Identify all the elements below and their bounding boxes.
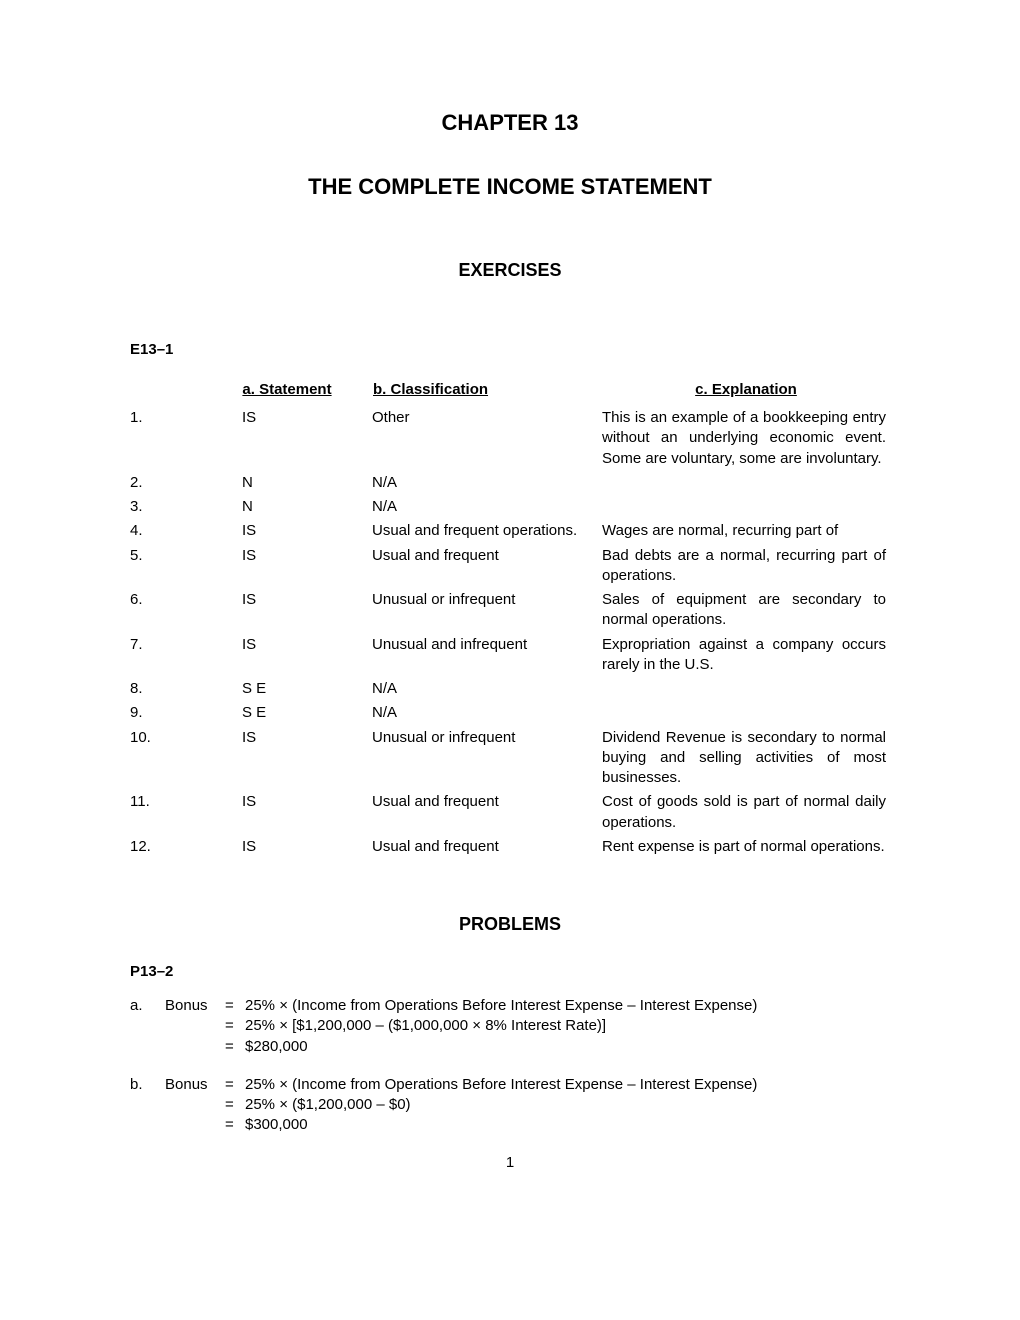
row-explanation: Bad debts are a normal, recurring part o… — [602, 544, 890, 589]
table-header-row: a. Statement b. Classification c. Explan… — [130, 380, 890, 406]
equals-sign: = — [225, 1095, 245, 1115]
problem-a-text1: 25% × (Income from Operations Before Int… — [245, 996, 890, 1016]
exercises-header: EXERCISES — [130, 260, 890, 281]
row-classification: Usual and frequent — [372, 790, 602, 835]
row-number: 7. — [130, 633, 202, 678]
equals-sign: = — [225, 996, 245, 1016]
row-classification: Usual and frequent — [372, 544, 602, 589]
table-row: 9.S EN/A — [130, 701, 890, 725]
row-classification: N/A — [372, 677, 602, 701]
row-statement: IS — [202, 544, 372, 589]
row-number: 12. — [130, 835, 202, 859]
table-row: 10.ISUnusual or infrequentDividend Reven… — [130, 726, 890, 791]
problem-b-line2: = 25% × ($1,200,000 – $0) — [130, 1095, 890, 1115]
header-statement: a. Statement — [202, 380, 372, 406]
row-explanation — [602, 495, 890, 519]
row-explanation: Rent expense is part of normal operation… — [602, 835, 890, 859]
row-explanation: This is an example of a bookkeeping entr… — [602, 406, 890, 471]
row-classification: Unusual and infrequent — [372, 633, 602, 678]
document-page: CHAPTER 13 THE COMPLETE INCOME STATEMENT… — [0, 0, 1020, 1211]
problem-b: b. Bonus = 25% × (Income from Operations… — [130, 1075, 890, 1136]
equals-sign: = — [225, 1037, 245, 1057]
equals-sign: = — [225, 1115, 245, 1135]
row-explanation — [602, 701, 890, 725]
table-row: 1.ISOtherThis is an example of a bookkee… — [130, 406, 890, 471]
problem-a-label: Bonus — [165, 996, 225, 1016]
header-classification: b. Classification — [372, 380, 602, 406]
row-classification: N/A — [372, 471, 602, 495]
row-number: 1. — [130, 406, 202, 471]
row-statement: IS — [202, 588, 372, 633]
row-statement: IS — [202, 790, 372, 835]
table-row: 5.ISUsual and frequentBad debts are a no… — [130, 544, 890, 589]
problem-a: a. Bonus = 25% × (Income from Operations… — [130, 996, 890, 1057]
row-explanation: Dividend Revenue is secondary to normal … — [602, 726, 890, 791]
row-number: 9. — [130, 701, 202, 725]
problem-b-text3: $300,000 — [245, 1115, 890, 1135]
problem-a-line1: a. Bonus = 25% × (Income from Operations… — [130, 996, 890, 1016]
row-classification: Other — [372, 406, 602, 471]
header-empty — [130, 380, 202, 406]
problem-label: P13–2 — [130, 963, 890, 980]
exercise-label: E13–1 — [130, 341, 890, 358]
row-number: 2. — [130, 471, 202, 495]
row-classification: N/A — [372, 495, 602, 519]
row-statement: IS — [202, 633, 372, 678]
table-row: 6.ISUnusual or infrequentSales of equipm… — [130, 588, 890, 633]
row-statement: IS — [202, 406, 372, 471]
problem-b-text2: 25% × ($1,200,000 – $0) — [245, 1095, 890, 1115]
row-classification: Usual and frequent — [372, 835, 602, 859]
equals-sign: = — [225, 1075, 245, 1095]
problem-b-label: Bonus — [165, 1075, 225, 1095]
row-statement: S E — [202, 677, 372, 701]
row-statement: S E — [202, 701, 372, 725]
row-classification: Unusual or infrequent — [372, 588, 602, 633]
row-number: 6. — [130, 588, 202, 633]
row-statement: IS — [202, 726, 372, 791]
header-explanation: c. Explanation — [602, 380, 890, 406]
problem-b-line3: = $300,000 — [130, 1115, 890, 1135]
row-explanation: Wages are normal, recurring part of — [602, 519, 890, 543]
row-explanation: Expropriation against a company occurs r… — [602, 633, 890, 678]
table-row: 11.ISUsual and frequentCost of goods sol… — [130, 790, 890, 835]
row-number: 8. — [130, 677, 202, 701]
row-explanation — [602, 677, 890, 701]
row-statement: N — [202, 495, 372, 519]
row-number: 3. — [130, 495, 202, 519]
chapter-title: CHAPTER 13 — [130, 110, 890, 136]
row-explanation — [602, 471, 890, 495]
problem-a-prefix: a. — [130, 996, 165, 1016]
row-number: 11. — [130, 790, 202, 835]
problem-a-text3: $280,000 — [245, 1037, 890, 1057]
problem-a-line3: = $280,000 — [130, 1037, 890, 1057]
table-row: 8.S EN/A — [130, 677, 890, 701]
row-classification: Unusual or infrequent — [372, 726, 602, 791]
row-statement: N — [202, 471, 372, 495]
row-classification: N/A — [372, 701, 602, 725]
problem-a-text2: 25% × [$1,200,000 – ($1,000,000 × 8% Int… — [245, 1016, 890, 1036]
row-statement: IS — [202, 519, 372, 543]
equals-sign: = — [225, 1016, 245, 1036]
row-number: 5. — [130, 544, 202, 589]
table-row: 4.ISUsual and frequent operations.Wages … — [130, 519, 890, 543]
problem-b-prefix: b. — [130, 1075, 165, 1095]
problems-header: PROBLEMS — [130, 914, 890, 935]
row-number: 10. — [130, 726, 202, 791]
problem-b-line1: b. Bonus = 25% × (Income from Operations… — [130, 1075, 890, 1095]
problem-b-text1: 25% × (Income from Operations Before Int… — [245, 1075, 890, 1095]
table-row: 3.NN/A — [130, 495, 890, 519]
row-classification: Usual and frequent operations. — [372, 519, 602, 543]
exercise-table: a. Statement b. Classification c. Explan… — [130, 380, 890, 859]
row-explanation: Sales of equipment are secondary to norm… — [602, 588, 890, 633]
table-row: 7.ISUnusual and infrequentExpropriation … — [130, 633, 890, 678]
row-statement: IS — [202, 835, 372, 859]
table-row: 12.ISUsual and frequentRent expense is p… — [130, 835, 890, 859]
chapter-subtitle: THE COMPLETE INCOME STATEMENT — [130, 174, 890, 200]
page-number: 1 — [130, 1154, 890, 1171]
table-row: 2.NN/A — [130, 471, 890, 495]
row-number: 4. — [130, 519, 202, 543]
problem-a-line2: = 25% × [$1,200,000 – ($1,000,000 × 8% I… — [130, 1016, 890, 1036]
row-explanation: Cost of goods sold is part of normal dai… — [602, 790, 890, 835]
